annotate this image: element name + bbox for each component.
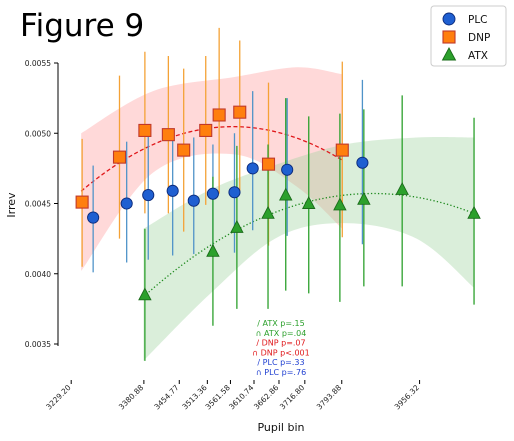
plc-point <box>142 189 155 202</box>
plc-point <box>87 211 100 224</box>
p-value-annotation: / PLC p=.33 <box>257 358 304 367</box>
atx-point <box>302 196 316 209</box>
x-tick-label: 3716.80 <box>278 383 306 411</box>
y-tick-label: 0.0045 <box>25 200 51 209</box>
x-tick-label: 3229.20 <box>44 383 72 411</box>
dnp-point <box>212 108 226 122</box>
dnp-legend-label: DNP <box>468 32 490 44</box>
x-tick-label: 3380.88 <box>117 383 145 411</box>
dnp-point <box>335 143 349 157</box>
dnp-point <box>261 157 276 171</box>
y-tick-label: 0.0035 <box>25 340 51 349</box>
atx-confidence-band <box>143 136 475 361</box>
x-tick-label: 3662.86 <box>252 383 280 411</box>
x-tick-label: 3610.74 <box>227 383 255 411</box>
atx-point <box>467 205 481 219</box>
x-tick-label: 3454.77 <box>152 383 180 411</box>
dnp-point <box>112 150 127 164</box>
atx-point <box>138 287 152 301</box>
y-tick-label: 0.0040 <box>25 270 51 279</box>
p-value-annotation: ∩ PLC p=.76 <box>256 368 306 377</box>
x-tick-label: 3561.58 <box>204 383 232 411</box>
plc-point <box>356 156 369 169</box>
dnp-point <box>199 123 213 137</box>
y-tick-label: 0.0050 <box>25 129 51 138</box>
dnp-legend-marker <box>442 30 456 44</box>
dnp-point <box>75 195 89 209</box>
plc-point <box>228 186 241 199</box>
x-tick-label: 3793.88 <box>315 383 343 411</box>
dnp-point <box>138 123 152 137</box>
plc-point <box>187 194 200 207</box>
dnp-confidence-band <box>81 67 343 271</box>
plc-point <box>281 163 294 176</box>
atx-legend-marker <box>441 47 457 61</box>
dnp-point <box>161 128 175 142</box>
atx-legend-label: ATX <box>468 50 488 62</box>
atx-point <box>230 219 244 233</box>
p-value-annotation: / ATX p=.15 <box>257 319 305 328</box>
p-value-annotations: / ATX p=.15∩ ATX p=.04/ DNP p=.07∩ DNP p… <box>252 319 310 377</box>
p-value-annotation: / DNP p=.07 <box>256 339 305 348</box>
x-axis-title: Pupil bin <box>257 421 304 434</box>
dnp-point <box>233 105 247 119</box>
plc-point <box>206 187 219 200</box>
p-value-annotation: ∩ ATX p=.04 <box>256 329 307 338</box>
atx-point <box>261 205 275 219</box>
x-tick-label: 3956.32 <box>393 383 421 411</box>
y-tick-label: 0.0055 <box>25 59 51 68</box>
plc-point <box>166 184 179 197</box>
plc-legend-marker <box>442 12 456 26</box>
atx-point <box>357 191 371 205</box>
figure-title: Figure 9 <box>20 8 144 44</box>
confidence-bands <box>81 67 475 361</box>
atx-point <box>279 187 293 201</box>
atx-point <box>206 243 220 257</box>
atx-point <box>333 197 347 211</box>
legend: PLC DNP ATX <box>430 5 507 67</box>
data-markers <box>75 105 481 301</box>
plc-legend-label: PLC <box>468 14 488 26</box>
y-axis-title: Irrev <box>5 192 18 218</box>
atx-point <box>395 181 409 195</box>
plc-point <box>120 197 133 210</box>
p-value-annotation: ∩ DNP p<.001 <box>252 348 310 357</box>
dnp-point <box>177 143 191 157</box>
plc-point <box>246 162 259 175</box>
